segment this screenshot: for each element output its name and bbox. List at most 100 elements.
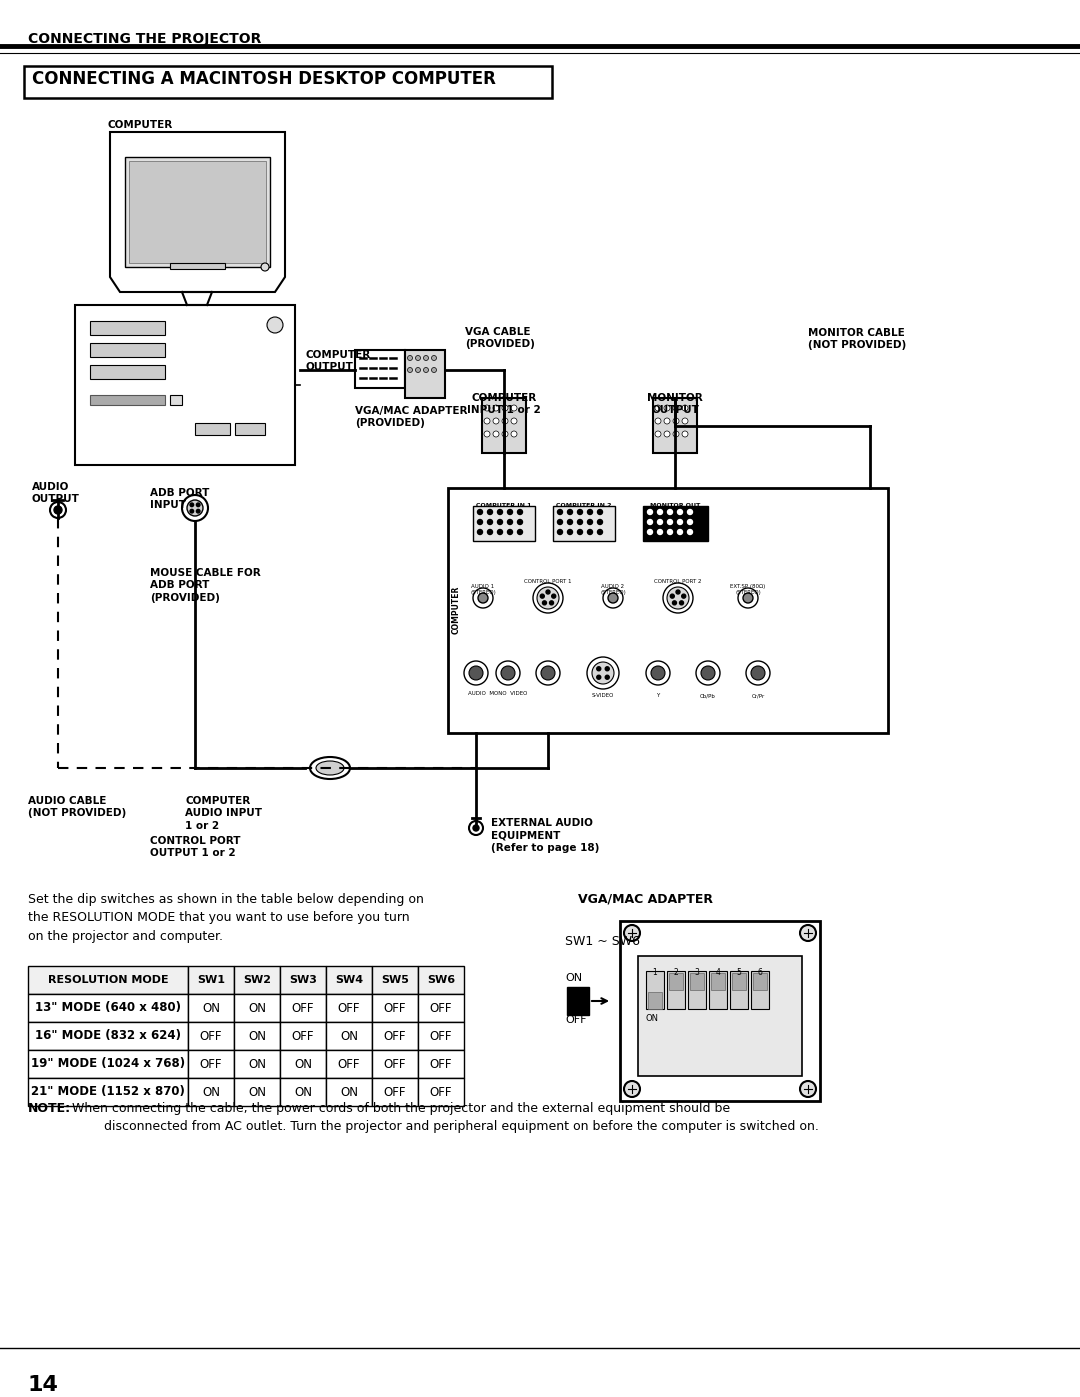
- Text: ON: ON: [202, 1085, 220, 1098]
- Bar: [90, 344, 165, 358]
- Circle shape: [658, 520, 662, 524]
- Text: SW4: SW4: [335, 975, 363, 985]
- Circle shape: [743, 592, 753, 604]
- Bar: [170, 263, 225, 270]
- Circle shape: [597, 520, 603, 524]
- Bar: [405, 351, 445, 398]
- Circle shape: [540, 594, 544, 598]
- Bar: [280, 995, 326, 1023]
- Bar: [125, 156, 270, 267]
- Text: ON: ON: [294, 1058, 312, 1070]
- Ellipse shape: [310, 757, 350, 780]
- Text: S-VIDEO: S-VIDEO: [592, 693, 615, 698]
- Text: AUDIO 1
(STEREO): AUDIO 1 (STEREO): [470, 584, 496, 595]
- Circle shape: [197, 510, 200, 513]
- Circle shape: [492, 418, 499, 425]
- Circle shape: [578, 510, 582, 514]
- Circle shape: [511, 418, 517, 425]
- Bar: [234, 965, 280, 995]
- Text: Cb/Pb: Cb/Pb: [700, 693, 716, 698]
- Text: ON: ON: [646, 1014, 659, 1023]
- Bar: [669, 972, 683, 990]
- Polygon shape: [110, 131, 285, 292]
- Bar: [234, 995, 280, 1023]
- Text: SW1 ~ SW6: SW1 ~ SW6: [565, 935, 640, 949]
- Circle shape: [557, 529, 563, 535]
- Circle shape: [496, 661, 519, 685]
- Circle shape: [673, 418, 679, 425]
- Circle shape: [508, 520, 513, 524]
- Circle shape: [536, 661, 561, 685]
- Bar: [90, 365, 165, 379]
- Text: OFF: OFF: [565, 1016, 586, 1025]
- Circle shape: [664, 432, 670, 437]
- Bar: [473, 506, 535, 541]
- Circle shape: [578, 520, 582, 524]
- Circle shape: [473, 588, 492, 608]
- Circle shape: [578, 529, 582, 535]
- Circle shape: [800, 1081, 816, 1097]
- Circle shape: [654, 405, 661, 411]
- Bar: [90, 321, 165, 335]
- Circle shape: [800, 925, 816, 942]
- Bar: [326, 995, 372, 1023]
- Circle shape: [648, 510, 652, 514]
- Text: OFF: OFF: [200, 1030, 222, 1042]
- Bar: [188, 965, 234, 995]
- Text: ADB PORT
INPUT: ADB PORT INPUT: [150, 488, 210, 510]
- Bar: [280, 1051, 326, 1078]
- Bar: [418, 1051, 464, 1078]
- Text: OFF: OFF: [430, 1058, 453, 1070]
- Bar: [372, 965, 418, 995]
- Circle shape: [557, 520, 563, 524]
- Text: Y: Y: [657, 693, 660, 698]
- Bar: [234, 1078, 280, 1106]
- Circle shape: [654, 432, 661, 437]
- Text: OFF: OFF: [383, 1085, 406, 1098]
- Bar: [28, 1078, 188, 1106]
- Circle shape: [487, 520, 492, 524]
- Text: ON: ON: [565, 972, 582, 983]
- Bar: [24, 66, 552, 98]
- Circle shape: [679, 601, 684, 605]
- Bar: [372, 1078, 418, 1106]
- Bar: [280, 965, 326, 995]
- Bar: [708, 971, 727, 1009]
- Circle shape: [416, 355, 420, 360]
- Bar: [643, 506, 708, 541]
- Bar: [372, 1023, 418, 1051]
- Text: AUDIO 2
(STEREO): AUDIO 2 (STEREO): [600, 584, 626, 595]
- Circle shape: [407, 355, 413, 360]
- Circle shape: [477, 510, 483, 514]
- Circle shape: [484, 432, 490, 437]
- Circle shape: [663, 583, 693, 613]
- Ellipse shape: [316, 761, 345, 775]
- Circle shape: [432, 355, 436, 360]
- Circle shape: [473, 826, 480, 831]
- Circle shape: [508, 529, 513, 535]
- Circle shape: [567, 510, 572, 514]
- Text: ON: ON: [202, 1002, 220, 1014]
- Text: CONNECTING A MACINTOSH DESKTOP COMPUTER: CONNECTING A MACINTOSH DESKTOP COMPUTER: [32, 70, 496, 88]
- Circle shape: [588, 657, 619, 689]
- Circle shape: [567, 520, 572, 524]
- Text: CONTROL PORT 1: CONTROL PORT 1: [524, 578, 571, 584]
- Circle shape: [484, 418, 490, 425]
- Bar: [170, 395, 183, 405]
- Text: 6: 6: [757, 968, 762, 977]
- Circle shape: [673, 601, 676, 605]
- Circle shape: [190, 510, 193, 513]
- Text: CONTROL PORT 2: CONTROL PORT 2: [654, 578, 702, 584]
- Circle shape: [608, 592, 618, 604]
- Circle shape: [567, 529, 572, 535]
- Circle shape: [498, 510, 502, 514]
- Circle shape: [667, 529, 673, 535]
- Circle shape: [50, 502, 66, 518]
- Bar: [730, 971, 748, 1009]
- Circle shape: [557, 510, 563, 514]
- Text: RESOLUTION MODE: RESOLUTION MODE: [48, 975, 168, 985]
- Bar: [355, 351, 405, 388]
- Circle shape: [624, 925, 640, 942]
- Text: VGA/MAC ADAPTER: VGA/MAC ADAPTER: [578, 893, 713, 907]
- Bar: [751, 971, 769, 1009]
